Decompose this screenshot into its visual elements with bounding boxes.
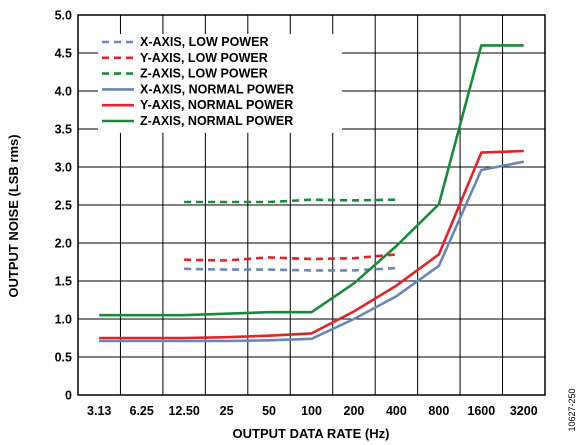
y-tick-label: 4.0 <box>55 85 72 99</box>
y-tick-label: 2.0 <box>55 237 72 251</box>
y-tick-labels: 0 0.5 1.0 1.5 2.0 2.5 3.0 3.5 4.0 4.5 5.0 <box>55 9 72 403</box>
x-axis-title: OUTPUT DATA RATE (Hz) <box>233 426 390 441</box>
y-tick-label: 0 <box>65 389 72 403</box>
y-tick-label: 3.0 <box>55 161 72 175</box>
y-axis-title: OUTPUT NOISE (LSB rms) <box>6 134 21 297</box>
x-tick-label: 50 <box>262 404 276 418</box>
y-tick-label: 0.5 <box>55 351 72 365</box>
figure-id: 10627-250 <box>567 388 577 431</box>
y-tick-label: 2.5 <box>55 199 72 213</box>
series-line <box>99 149 524 340</box>
y-tick-label: 4.5 <box>55 47 72 61</box>
series-lines <box>99 44 525 343</box>
x-tick-label: 6.25 <box>130 404 154 418</box>
x-tick-label: 25 <box>220 404 234 418</box>
plot-frame <box>77 14 546 396</box>
x-tick-label: 1600 <box>467 404 495 418</box>
series-line <box>99 160 525 343</box>
legend-background <box>98 34 342 133</box>
y-tick-label: 1.5 <box>55 275 72 289</box>
y-tick-label: 5.0 <box>55 9 72 23</box>
legend-label: Y-AXIS, LOW POWER <box>140 51 268 65</box>
x-tick-label: 800 <box>428 404 449 418</box>
x-tick-label: 3.13 <box>87 404 111 418</box>
legend-label: X-AXIS, LOW POWER <box>140 35 268 49</box>
legend-label: Z-AXIS, NORMAL POWER <box>140 114 293 128</box>
x-tick-label: 200 <box>344 404 365 418</box>
y-tick-label: 3.5 <box>55 123 72 137</box>
legend-label: Y-AXIS, NORMAL POWER <box>140 98 293 112</box>
series-line <box>99 44 524 317</box>
x-tick-label: 400 <box>386 404 407 418</box>
legend-label: Z-AXIS, LOW POWER <box>140 67 268 81</box>
y-tick-label: 1.0 <box>55 313 72 327</box>
legend: X-AXIS, LOW POWER Y-AXIS, LOW POWER Z-AXIS… <box>102 35 294 128</box>
legend-label: X-AXIS, NORMAL POWER <box>140 82 294 96</box>
x-tick-label: 100 <box>301 404 322 418</box>
x-tick-labels: 3.13 6.25 12.50 25 50 100 200 400 800 1600 3200 <box>87 404 538 418</box>
legend-box <box>98 34 342 133</box>
x-tick-label: 12.50 <box>168 404 199 418</box>
x-tick-label: 3200 <box>510 404 538 418</box>
